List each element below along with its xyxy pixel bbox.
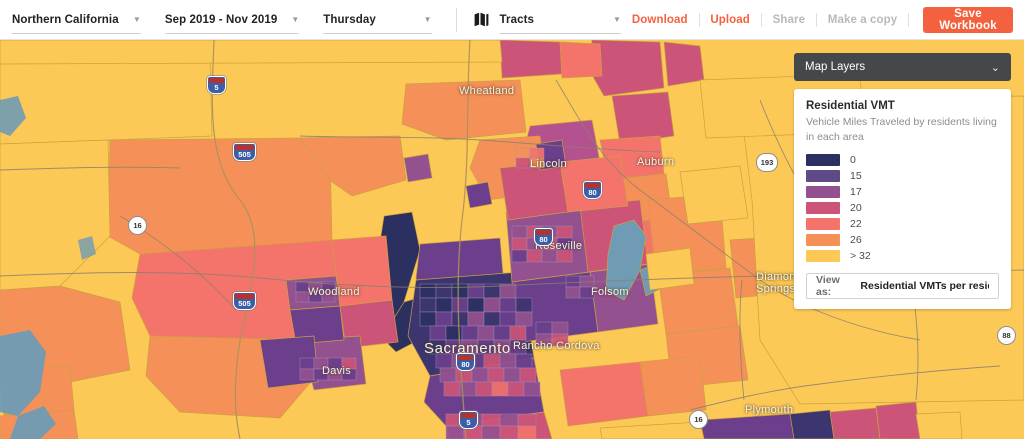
legend-swatch [806, 218, 840, 231]
legend-value: 15 [850, 170, 862, 183]
legend-value: 17 [850, 186, 862, 199]
action-divider [908, 12, 909, 27]
share-button[interactable]: Share [772, 13, 806, 26]
legend-swatch [806, 250, 840, 263]
map-layers-header[interactable]: Map Layers ⌄ [794, 53, 1011, 81]
weekday-dropdown[interactable]: Thursday ▼ [323, 8, 432, 34]
action-divider [760, 12, 762, 27]
legend-value: 0 [850, 154, 856, 167]
legend-value: 26 [850, 234, 862, 247]
interstate-shield: 5 [459, 411, 478, 429]
legend-title: Residential VMT [806, 100, 895, 112]
legend-item: 0 [806, 153, 999, 167]
legend-swatch [806, 234, 840, 247]
legend-value: 22 [850, 218, 862, 231]
region-dropdown-value: Northern California [12, 14, 119, 26]
action-divider [816, 12, 817, 27]
view-as-label: View as: [816, 274, 840, 299]
chevron-down-icon: ▼ [612, 15, 621, 24]
chevron-down-icon: ▼ [291, 15, 300, 24]
legend-swatch [806, 186, 840, 199]
interstate-shield: 505 [233, 292, 256, 310]
interstate-shield: 80 [534, 228, 553, 246]
date-range-dropdown[interactable]: Sep 2019 - Nov 2019 ▼ [164, 8, 300, 34]
legend-item: 20 [806, 201, 999, 215]
download-button[interactable]: Download [631, 13, 688, 26]
legend-swatch [806, 170, 840, 183]
route-shield: 16 [689, 410, 708, 429]
interstate-shield: 505 [233, 143, 256, 161]
view-as-selector[interactable]: View as: Residential VMTs per resid… [806, 273, 999, 300]
chevron-down-icon[interactable]: ⌄ [990, 61, 1000, 74]
legend-item: 22 [806, 217, 999, 231]
chevron-down-icon: ▼ [132, 15, 141, 24]
action-divider [698, 12, 700, 27]
route-shield: 193 [756, 153, 778, 172]
map-icon[interactable] [473, 11, 490, 29]
legend-swatch [806, 154, 840, 167]
legend-item: 17 [806, 185, 999, 199]
map-canvas[interactable]: Wheatland Lincoln Auburn Roseville Woodl… [0, 40, 1024, 439]
interstate-shield: 5 [207, 76, 226, 94]
date-range-dropdown-value: Sep 2019 - Nov 2019 [164, 14, 278, 26]
save-workbook-button[interactable]: Save Workbook [923, 6, 1014, 33]
route-shield: 16 [128, 216, 147, 235]
map-layers-panel: Map Layers ⌄ Residential VMT Vehicle Mil… [794, 53, 1011, 310]
toolbar-actions: Download Upload Share Make a copy Save W… [621, 6, 1024, 33]
make-a-copy-button[interactable]: Make a copy [827, 13, 898, 26]
weekday-dropdown-value: Thursday [323, 14, 376, 26]
route-shield: 88 [997, 326, 1016, 345]
legend-description: Vehicle Miles Traveled by residents livi… [806, 116, 997, 144]
legend-item: 15 [806, 169, 999, 183]
legend-item: 26 [806, 233, 999, 247]
region-dropdown[interactable]: Northern California ▼ [12, 8, 141, 34]
geography-dropdown[interactable]: Tracts ▼ [499, 8, 621, 34]
legend-item: > 32 [806, 249, 999, 263]
map-layers-title: Map Layers [805, 61, 866, 73]
legend-value: > 32 [850, 250, 871, 263]
legend-value: 20 [850, 202, 862, 215]
toolbar-divider [455, 7, 457, 32]
legend-card: Residential VMT Vehicle Miles Traveled b… [794, 89, 1011, 310]
legend-swatch [806, 202, 840, 215]
top-toolbar: Northern California ▼ Sep 2019 - Nov 201… [0, 0, 1024, 40]
interstate-shield: 80 [583, 181, 602, 199]
geography-dropdown-value: Tracts [499, 14, 534, 26]
interstate-shield: 80 [456, 353, 475, 371]
upload-button[interactable]: Upload [710, 13, 750, 26]
view-as-value: Residential VMTs per resid… [860, 280, 989, 293]
chevron-down-icon: ▼ [423, 15, 432, 24]
